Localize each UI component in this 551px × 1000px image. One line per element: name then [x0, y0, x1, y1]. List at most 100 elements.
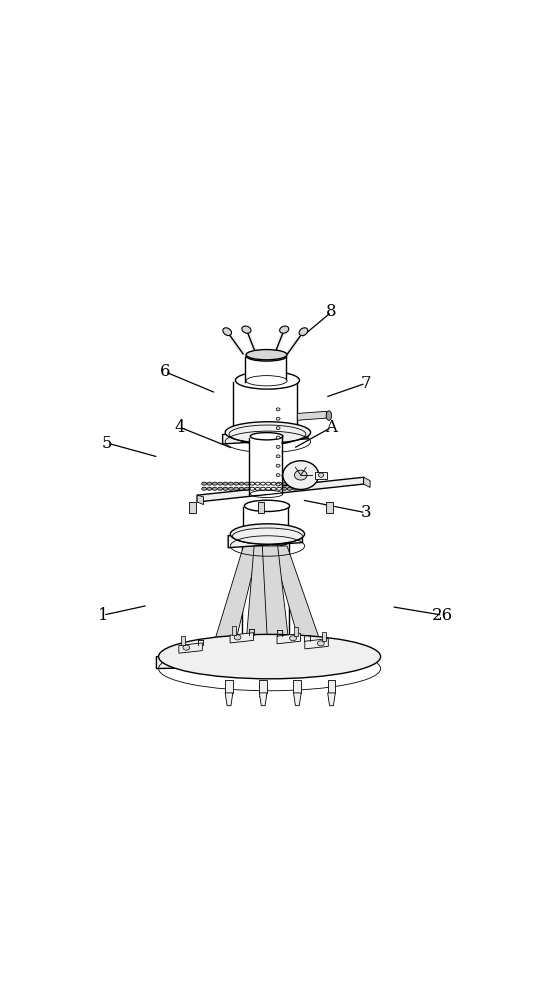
Polygon shape [242, 504, 288, 532]
Bar [190, 502, 196, 513]
Ellipse shape [272, 488, 276, 490]
Ellipse shape [240, 483, 244, 485]
Text: 4: 4 [175, 419, 185, 436]
Ellipse shape [235, 427, 300, 445]
Ellipse shape [299, 328, 308, 336]
Text: A: A [326, 419, 338, 436]
Ellipse shape [276, 464, 280, 467]
Polygon shape [260, 693, 267, 706]
Polygon shape [305, 639, 328, 649]
Ellipse shape [256, 483, 260, 485]
Ellipse shape [224, 488, 228, 490]
Ellipse shape [261, 488, 265, 490]
Polygon shape [245, 354, 286, 382]
Ellipse shape [234, 635, 241, 640]
Ellipse shape [218, 483, 222, 485]
Ellipse shape [283, 488, 287, 490]
Ellipse shape [234, 483, 238, 485]
Ellipse shape [159, 634, 381, 679]
Ellipse shape [276, 408, 280, 411]
Ellipse shape [276, 474, 280, 477]
Ellipse shape [290, 636, 296, 641]
Ellipse shape [267, 488, 270, 490]
Ellipse shape [229, 488, 233, 490]
Ellipse shape [279, 326, 289, 333]
Polygon shape [364, 477, 370, 487]
Ellipse shape [283, 483, 287, 485]
Ellipse shape [218, 488, 222, 490]
Ellipse shape [213, 483, 217, 485]
Polygon shape [262, 546, 289, 645]
Ellipse shape [276, 427, 280, 430]
Ellipse shape [235, 372, 300, 389]
Ellipse shape [202, 483, 206, 485]
Ellipse shape [242, 326, 251, 333]
Ellipse shape [293, 483, 297, 485]
Ellipse shape [288, 483, 291, 485]
Bar [328, 680, 336, 693]
Ellipse shape [225, 422, 311, 443]
Ellipse shape [261, 483, 265, 485]
Polygon shape [298, 411, 326, 420]
Ellipse shape [317, 641, 324, 646]
Ellipse shape [183, 645, 190, 650]
Bar [294, 680, 301, 693]
Text: 6: 6 [160, 363, 170, 380]
Text: 1: 1 [98, 607, 109, 624]
Ellipse shape [272, 483, 276, 485]
Bar [260, 680, 267, 693]
Polygon shape [223, 429, 308, 444]
Bar [326, 502, 333, 513]
Ellipse shape [276, 445, 280, 448]
Ellipse shape [244, 534, 290, 547]
Ellipse shape [246, 351, 287, 361]
Polygon shape [156, 652, 374, 669]
Ellipse shape [276, 436, 280, 439]
Polygon shape [213, 546, 259, 645]
Text: 8: 8 [326, 303, 337, 320]
Ellipse shape [277, 488, 281, 490]
Ellipse shape [245, 483, 249, 485]
Bar [225, 680, 233, 693]
Ellipse shape [213, 488, 217, 490]
Polygon shape [197, 477, 364, 502]
Ellipse shape [224, 483, 228, 485]
Ellipse shape [276, 455, 280, 458]
Ellipse shape [276, 417, 280, 420]
Text: 3: 3 [360, 504, 371, 521]
Polygon shape [272, 546, 322, 645]
Ellipse shape [276, 483, 280, 486]
Ellipse shape [283, 461, 318, 489]
Ellipse shape [293, 488, 297, 490]
Ellipse shape [208, 483, 212, 485]
Polygon shape [228, 531, 302, 548]
Polygon shape [233, 378, 298, 438]
Polygon shape [277, 634, 300, 644]
Bar [258, 502, 264, 513]
Text: 5: 5 [102, 435, 112, 452]
Polygon shape [249, 435, 282, 495]
Ellipse shape [246, 350, 287, 360]
Bar [294, 627, 299, 636]
Ellipse shape [267, 483, 270, 485]
Text: 26: 26 [432, 607, 453, 624]
Text: 7: 7 [360, 375, 371, 392]
Polygon shape [246, 546, 269, 645]
Bar [181, 636, 185, 645]
Ellipse shape [294, 470, 307, 480]
Ellipse shape [230, 524, 305, 544]
Bar [322, 632, 326, 641]
Ellipse shape [288, 488, 291, 490]
Ellipse shape [318, 473, 323, 477]
Ellipse shape [202, 488, 206, 490]
Polygon shape [179, 643, 202, 653]
Ellipse shape [250, 488, 254, 490]
Text: 2: 2 [258, 684, 268, 701]
Polygon shape [328, 693, 336, 706]
Polygon shape [197, 495, 203, 505]
Ellipse shape [245, 488, 249, 490]
Ellipse shape [277, 483, 281, 485]
Polygon shape [294, 693, 301, 706]
Bar [315, 472, 327, 479]
Ellipse shape [256, 488, 260, 490]
